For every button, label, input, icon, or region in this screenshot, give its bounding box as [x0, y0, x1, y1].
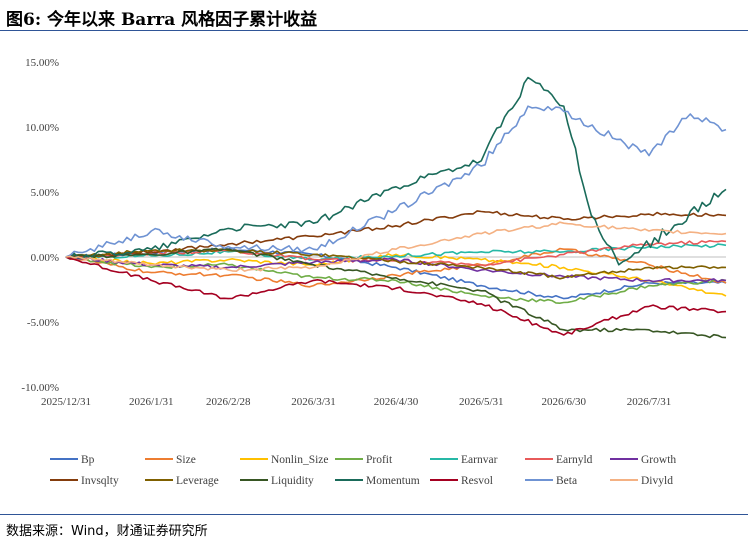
page-title: 图6: 今年以来 Barra 风格因子累计收益	[6, 10, 318, 30]
series-line-liquidity	[65, 247, 727, 339]
chart-series	[65, 76, 727, 339]
x-tick-label: 2026/7/31	[627, 396, 672, 408]
y-tick-label: -5.00%	[27, 317, 59, 329]
series-line-divyld	[65, 221, 727, 272]
line-chart: 2025/12/31 2026/1/31 2026/2/28 2026/3/31 202…	[21, 57, 727, 487]
x-tick-label: 2026/5/31	[459, 396, 504, 408]
series-line-earnvar	[65, 243, 727, 262]
x-tick-label: 2026/2/28	[206, 396, 251, 408]
legend-label: Leverage	[176, 475, 219, 487]
y-axis: 15.00% 10.00% 5.00% 0.00% -5.00% -10.00%	[21, 57, 59, 394]
legend-label: Beta	[556, 475, 577, 487]
x-tick-label: 2026/3/31	[291, 396, 336, 408]
legend-label: Earnvar	[461, 454, 498, 466]
series-line-nonlin_size	[65, 253, 727, 297]
legend-label: Size	[176, 454, 196, 466]
series-line-growth	[65, 255, 727, 283]
y-tick-label: 10.00%	[25, 122, 59, 134]
x-tick-label: 2025/12/31	[41, 396, 91, 408]
legend-label: Resvol	[461, 475, 493, 487]
series-line-momentum	[65, 76, 727, 266]
legend-label: Momentum	[366, 475, 420, 487]
legend-label: Earnyld	[556, 454, 593, 466]
y-tick-label: 0.00%	[31, 252, 59, 264]
x-tick-label: 2026/4/30	[374, 396, 419, 408]
y-tick-label: -10.00%	[21, 382, 59, 394]
legend-label: Nonlin_Size	[271, 454, 329, 466]
series-line-resvol	[65, 256, 727, 336]
x-tick-label: 2026/1/31	[129, 396, 174, 408]
series-line-beta	[65, 105, 727, 258]
legend-label: Profit	[366, 454, 393, 466]
legend-label: Bp	[81, 454, 95, 466]
y-tick-label: 5.00%	[31, 187, 59, 199]
source-divider	[0, 514, 748, 515]
x-axis: 2025/12/31 2026/1/31 2026/2/28 2026/3/31 202…	[41, 396, 671, 408]
y-tick-label: 15.00%	[25, 57, 59, 69]
legend-label: Liquidity	[271, 475, 314, 487]
title-bar: 图6: 今年以来 Barra 风格因子累计收益	[0, 0, 748, 31]
x-tick-label: 2026/6/30	[541, 396, 586, 408]
legend-label: Divyld	[641, 475, 673, 487]
source-note: 数据来源：Wind，财通证券研究所	[6, 524, 208, 539]
legend-label: Growth	[641, 454, 676, 466]
series-line-leverage	[65, 248, 727, 280]
legend-label: Invsqlty	[81, 475, 119, 487]
chart-legend: Bp Size Nonlin_Size Profit Earnvar Earnyld Gro…	[50, 454, 676, 487]
